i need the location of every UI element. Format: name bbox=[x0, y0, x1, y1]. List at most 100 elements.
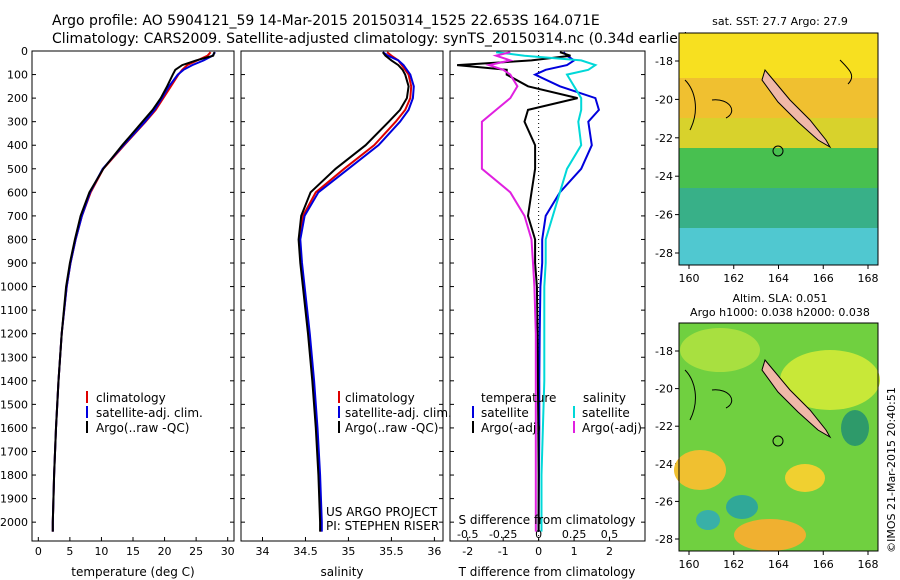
x-tick-label: 34 bbox=[255, 545, 269, 558]
legend-label-t-satellite: satellite bbox=[481, 406, 529, 420]
s-x-tick-label: 0 bbox=[535, 528, 542, 541]
legend-title-salinity: salinity bbox=[583, 391, 626, 405]
temperature-plot-frame bbox=[31, 50, 235, 542]
axes-layer: 0100200300400500600700800900100011001200… bbox=[0, 45, 879, 571]
lines-layer bbox=[51, 51, 601, 532]
series-line-climatology bbox=[51, 51, 212, 532]
series-line-argo-raw-qc- bbox=[297, 51, 410, 532]
sla-high-blob bbox=[734, 519, 806, 551]
x-tick-label: 34.5 bbox=[293, 545, 318, 558]
sst-y-tick-label: -20 bbox=[655, 93, 673, 106]
x-tick-label: 25 bbox=[189, 545, 203, 558]
difference-legend: temperature salinity satellite Argo(-adj… bbox=[472, 391, 642, 435]
depth-tick-label: 300 bbox=[7, 116, 28, 129]
sla-x-tick-label: 162 bbox=[723, 558, 744, 571]
sst-x-tick-label: 168 bbox=[858, 272, 879, 285]
salinity-plot-frame bbox=[240, 50, 444, 542]
x-tick-label: -1 bbox=[498, 545, 509, 558]
sst-teal-band bbox=[679, 188, 878, 228]
s-x-tick-label: -0.5 bbox=[457, 528, 478, 541]
x-tick-label: 15 bbox=[126, 545, 140, 558]
sla-y-tick-label: -18 bbox=[655, 345, 673, 358]
sla-y-tick-label: -24 bbox=[655, 458, 673, 471]
header-line-1: Argo profile: AO 5904121_59 14-Mar-2015 … bbox=[52, 13, 600, 29]
series-line-satellite bbox=[532, 51, 601, 532]
sla-x-tick-label: 168 bbox=[858, 558, 879, 571]
sla-contour-lines bbox=[684, 369, 733, 421]
legend-label-s-satellite: satellite bbox=[582, 406, 630, 420]
sla-map bbox=[674, 322, 880, 552]
depth-tick-label: 100 bbox=[7, 69, 28, 82]
sla-y-tick-label: -28 bbox=[655, 533, 673, 546]
series-line-argo-raw-qc- bbox=[51, 51, 216, 532]
depth-tick-label: 1100 bbox=[0, 304, 28, 317]
depth-tick-label: 500 bbox=[7, 163, 28, 176]
sla-x-tick-label: 160 bbox=[679, 558, 700, 571]
series-line-argo-adj- bbox=[457, 51, 578, 532]
legend-label-satellite: satellite-adj. clim. bbox=[345, 406, 452, 420]
x-tick-label: 10 bbox=[94, 545, 108, 558]
sla-map-frame bbox=[678, 322, 879, 552]
sla-y-tick-label: -22 bbox=[655, 420, 673, 433]
sst-x-tick-label: 160 bbox=[679, 272, 700, 285]
legend-label-climatology: climatology bbox=[96, 391, 166, 405]
series-line-satellite-adj-clim- bbox=[51, 51, 216, 532]
depth-tick-label: 1700 bbox=[0, 445, 28, 458]
t-difference-xlabel: T difference from climatology bbox=[458, 565, 636, 579]
sla-high-blob bbox=[680, 328, 760, 372]
sla-map-title-1: Altim. SLA: 0.051 bbox=[732, 292, 827, 305]
series-line-argo-adj- bbox=[480, 51, 537, 532]
depth-tick-label: 0 bbox=[21, 45, 28, 58]
depth-tick-label: 600 bbox=[7, 186, 28, 199]
x-tick-label: 35 bbox=[341, 545, 355, 558]
depth-tick-label: 1900 bbox=[0, 493, 28, 506]
sst-y-tick-label: -22 bbox=[655, 132, 673, 145]
temperature-legend: climatology satellite-adj. clim. Argo(..… bbox=[86, 391, 203, 435]
sla-x-tick-label: 166 bbox=[813, 558, 834, 571]
sla-y-tick-label: -20 bbox=[655, 383, 673, 396]
sst-map-frame bbox=[678, 32, 879, 266]
legend-label-satellite: satellite-adj. clim. bbox=[96, 406, 203, 420]
legend-label-argo: Argo(..raw -QC) bbox=[345, 421, 438, 435]
depth-tick-label: 1300 bbox=[0, 351, 28, 364]
sst-x-tick-label: 162 bbox=[723, 272, 744, 285]
x-tick-label: 0 bbox=[535, 545, 542, 558]
s-difference-xlabel: S difference from climatology bbox=[459, 513, 636, 527]
x-tick-label: 1 bbox=[571, 545, 578, 558]
sst-argo-location-marker bbox=[772, 145, 784, 157]
legend-label-climatology: climatology bbox=[345, 391, 415, 405]
sst-map-title: sat. SST: 27.7 Argo: 27.9 bbox=[712, 15, 848, 28]
sla-low-blob bbox=[841, 410, 869, 446]
sla-x-tick-label: 164 bbox=[768, 558, 789, 571]
legend-title-temperature: temperature bbox=[481, 391, 556, 405]
sst-island-new-caledonia bbox=[761, 68, 832, 149]
depth-tick-label: 800 bbox=[7, 233, 28, 246]
s-x-tick-label: 0.25 bbox=[562, 528, 587, 541]
depth-tick-label: 1400 bbox=[0, 375, 28, 388]
sst-warm-band bbox=[679, 33, 878, 78]
series-line-climatology bbox=[298, 51, 413, 532]
s-x-tick-label: -0.25 bbox=[489, 528, 517, 541]
sla-low-blob bbox=[696, 510, 720, 530]
salinity-xlabel: salinity bbox=[320, 565, 363, 579]
x-tick-label: 2 bbox=[606, 545, 613, 558]
depth-tick-label: 1500 bbox=[0, 398, 28, 411]
x-tick-label: -2 bbox=[462, 545, 473, 558]
series-line-satellite bbox=[495, 51, 598, 532]
sla-high-blob bbox=[780, 350, 880, 410]
sla-map-title-2: Argo h1000: 0.038 h2000: 0.038 bbox=[690, 306, 870, 319]
depth-tick-label: 700 bbox=[7, 210, 28, 223]
depth-tick-label: 1200 bbox=[0, 328, 28, 341]
x-tick-label: 35.5 bbox=[379, 545, 404, 558]
sst-y-tick-label: -26 bbox=[655, 209, 673, 222]
sst-y-tick-label: -24 bbox=[655, 170, 673, 183]
sst-green-band bbox=[679, 148, 878, 188]
x-tick-label: 30 bbox=[221, 545, 235, 558]
sst-y-tick-label: -18 bbox=[655, 55, 673, 68]
sla-high-blob bbox=[674, 450, 726, 490]
sst-y-tick-label: -28 bbox=[655, 247, 673, 260]
project-text: US ARGO PROJECT bbox=[326, 505, 438, 519]
sla-island-new-caledonia bbox=[761, 358, 832, 439]
series-line-satellite-adj-clim- bbox=[299, 51, 415, 532]
